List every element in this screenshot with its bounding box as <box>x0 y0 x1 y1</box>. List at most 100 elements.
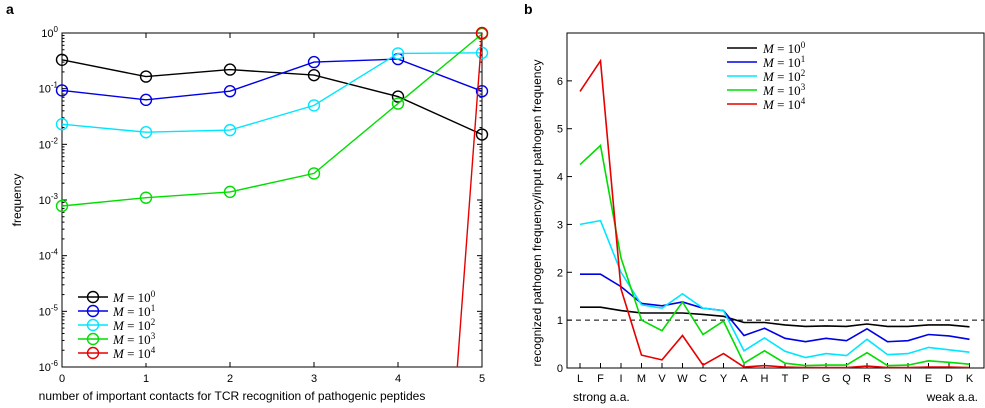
panel-b-ytick-label: 1 <box>557 315 563 327</box>
panel-a-legend-marker <box>86 290 100 304</box>
panel-a-data-point <box>139 70 153 83</box>
panel-a-xtick-label: 2 <box>227 373 233 385</box>
panel-b-xtick-label: K <box>966 373 974 385</box>
panel-a-data-point <box>475 128 489 141</box>
panel-b-ytick-label: 5 <box>557 124 563 136</box>
panel-a-legend-label: M = 101 <box>112 303 155 319</box>
panel-b-ytick-label: 0 <box>557 363 563 375</box>
panel-a-data-point <box>55 53 69 67</box>
panel-a-data-point <box>475 85 489 98</box>
panel-a: a number of important contacts for TCR r… <box>6 1 489 403</box>
panel-b-xtick-label: L <box>577 373 583 385</box>
panel-b-xtick-label: M <box>637 373 646 385</box>
panel-b-ytick-label: 6 <box>557 76 563 88</box>
panel-a-ytick-label: 10-5 <box>39 303 59 318</box>
panel-a-xlabel: number of important contacts for TCR rec… <box>39 389 426 403</box>
panel-a-series-line <box>61 58 483 101</box>
panel-b-ytick-label: 3 <box>557 219 563 231</box>
panel-a-legend-label: M = 104 <box>112 345 156 361</box>
panel-a-ylabel: frequency <box>10 174 24 227</box>
panel-b-xtick-label: S <box>884 373 891 385</box>
panel-a-legend-marker <box>86 318 100 332</box>
panel-a-data-point <box>139 93 153 107</box>
panel-b-xtick-label: G <box>822 373 831 385</box>
panel-b-xtick-label: H <box>761 373 769 385</box>
panel-a-legend-item: M = 102 <box>78 317 155 333</box>
panel-a-data-point <box>55 84 69 97</box>
panel-b-xtick-label: N <box>904 373 912 385</box>
panel-a-data-point <box>307 99 321 112</box>
panel-b-xtick-label: Y <box>720 373 728 385</box>
panel-a-legend-item: M = 101 <box>78 303 155 319</box>
panel-b-series-line <box>579 58 970 369</box>
panel-a-legend-item: M = 100 <box>78 289 156 305</box>
panel-a-xtick-label: 0 <box>59 373 65 385</box>
panel-a-data-point <box>223 85 237 98</box>
panel-a-data-point <box>55 199 69 213</box>
panel-a-ytick-label: 10-4 <box>39 248 59 263</box>
panel-a-ytick-label: 10-6 <box>39 359 59 374</box>
panel-b-ytick-label: 2 <box>557 267 563 279</box>
panel-a-legend-marker <box>86 332 100 346</box>
panel-a-xtick-label: 3 <box>311 373 317 385</box>
panel-a-xtick-label: 5 <box>479 373 485 385</box>
panel-a-data-point <box>139 191 153 204</box>
panel-b-axes-box <box>566 32 985 369</box>
panel-b-xtick-label: V <box>658 373 666 385</box>
panel-b-xtick-label: A <box>740 373 748 385</box>
panel-b-xtick-label: Q <box>842 373 851 385</box>
panel-a-xtick-label: 1 <box>143 373 149 385</box>
panel-a-legend-label: M = 102 <box>112 317 155 333</box>
panel-b-xtick-label: C <box>699 373 707 385</box>
panel-b-xtick-label: P <box>802 373 809 385</box>
panel-b-legend-label: M = 103 <box>762 82 806 98</box>
panel-b-legend-item: M = 104 <box>727 96 806 112</box>
panel-a-ytick-label: 10-3 <box>39 192 59 207</box>
panel-b-xtick-label: E <box>925 373 932 385</box>
panel-a-data-point <box>307 68 321 82</box>
panel-b-legend-item: M = 100 <box>727 40 806 56</box>
panel-b-series-line <box>579 143 970 367</box>
panel-a-series-line <box>61 33 483 207</box>
panel-a-data-point <box>223 123 237 137</box>
panel-a-data-point <box>307 167 321 180</box>
panel-b-legend-label: M = 100 <box>762 40 806 56</box>
panel-b-series-line <box>579 219 970 359</box>
panel-a-legend-item: M = 104 <box>78 345 156 361</box>
panel-a-data-point <box>139 126 153 139</box>
panel-a-ytick-label: 10-2 <box>39 136 59 151</box>
panel-b-xtick-label: I <box>619 373 622 385</box>
panel-a-data-point <box>475 46 489 60</box>
panel-a-legend-label: M = 100 <box>112 289 156 305</box>
panel-b-legend-item: M = 101 <box>727 54 805 70</box>
panel-a-series-line <box>456 32 483 367</box>
panel-a-xtick-label: 4 <box>395 373 401 385</box>
panel-a-series-line <box>61 52 483 133</box>
panel-b: b recognized pathogen frequency/input pa… <box>524 1 985 404</box>
panel-b-label: b <box>524 1 533 17</box>
panel-a-data-point <box>223 185 237 199</box>
panel-b-xlabel-right: weak a.a. <box>926 390 978 404</box>
panel-b-xtick-label: D <box>945 373 953 385</box>
panel-a-data-point <box>391 90 405 103</box>
panel-b-xlabel-left: strong a.a. <box>573 390 630 404</box>
panel-b-ytick-label: 4 <box>557 172 563 184</box>
panel-a-legend-marker <box>86 304 100 318</box>
panel-a-data-point <box>307 55 321 69</box>
panel-b-legend-label: M = 101 <box>762 54 805 70</box>
panel-a-data-point <box>55 117 69 131</box>
panel-b-series-line <box>580 273 970 343</box>
panel-b-ylabel: recognized pathogen frequency/input path… <box>530 60 544 367</box>
panel-b-series-line <box>580 306 970 328</box>
panel-a-label: a <box>6 1 14 17</box>
panel-b-legend-item: M = 103 <box>727 82 806 98</box>
panel-a-series-line <box>61 59 483 136</box>
panel-a-legend-label: M = 103 <box>112 331 156 347</box>
panel-b-xtick-label: F <box>597 373 604 385</box>
panel-a-ytick-label: 10-1 <box>39 81 59 96</box>
panel-b-legend-label: M = 104 <box>762 96 806 112</box>
panel-a-legend-item: M = 103 <box>78 331 156 347</box>
